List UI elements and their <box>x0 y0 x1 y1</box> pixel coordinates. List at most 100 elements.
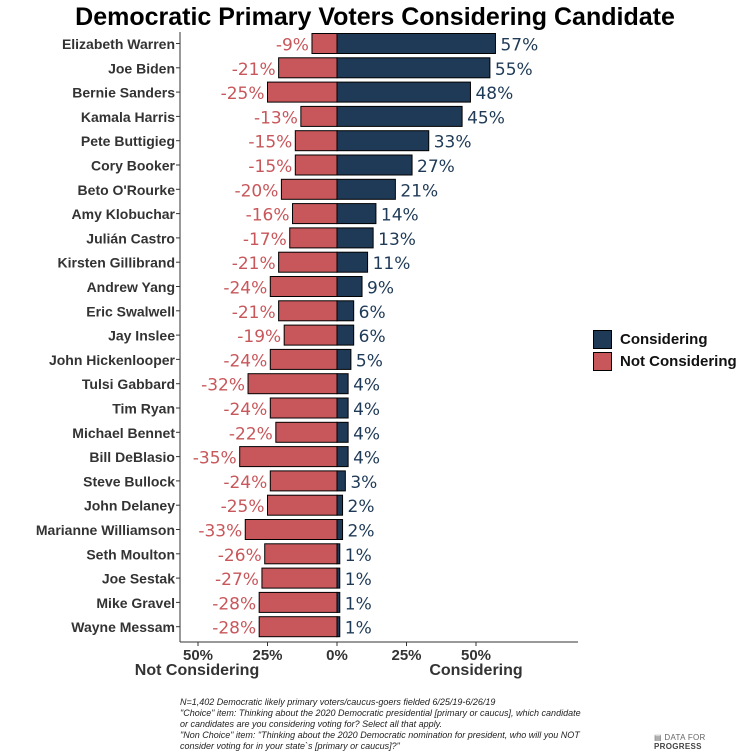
data-label-not-considering: -13% <box>254 108 298 128</box>
data-label-considering: 2% <box>348 497 375 517</box>
data-label-considering: 14% <box>381 206 419 226</box>
data-label-considering: 4% <box>353 449 380 469</box>
note-line: N=1,402 Democratic likely primary voters… <box>180 697 496 707</box>
data-label-considering: 4% <box>353 424 380 444</box>
x-tick-label: 50% <box>461 647 491 664</box>
data-label-not-considering: -25% <box>221 84 265 104</box>
bar-considering <box>336 300 355 322</box>
brand-prefix: DATA FOR <box>664 733 706 742</box>
data-label-not-considering: -32% <box>201 376 245 396</box>
bars-layer <box>239 33 496 638</box>
brand-logo: ▤ DATA FOR PROGRESS <box>654 733 750 751</box>
x-axis-title-considering: Considering <box>429 662 522 679</box>
data-label-considering: 3% <box>350 473 377 493</box>
candidate-label: Julián Castro <box>86 230 175 246</box>
bar-not-considering <box>239 446 338 468</box>
data-label-not-considering: -9% <box>276 36 309 56</box>
data-label-considering: 4% <box>353 376 380 396</box>
data-label-not-considering: -21% <box>232 254 276 274</box>
bar-considering <box>336 251 369 273</box>
note-line: consider voting for in your state`s [pri… <box>180 741 400 751</box>
candidate-label: John Hickenlooper <box>49 352 176 368</box>
x-tick-label: 25% <box>252 647 282 664</box>
x-tick-label: 0% <box>326 647 348 664</box>
bar-not-considering <box>258 616 338 638</box>
data-label-considering: 11% <box>373 254 411 274</box>
legend-item-considering: Considering <box>593 328 737 350</box>
bar-not-considering <box>289 227 338 249</box>
data-label-not-considering: -22% <box>229 424 273 444</box>
candidate-label: Joe Biden <box>108 60 175 76</box>
legend-label-considering: Considering <box>620 330 708 348</box>
x-tick-label: 25% <box>391 647 421 664</box>
data-label-not-considering: -35% <box>193 449 237 469</box>
data-label-not-considering: -20% <box>234 181 278 201</box>
bar-considering <box>336 470 346 492</box>
bar-chart-icon: ▤ <box>654 733 662 742</box>
data-label-not-considering: -17% <box>243 230 287 250</box>
bar-considering <box>336 567 341 589</box>
bar-considering <box>336 616 341 638</box>
legend-swatch-not-considering <box>593 351 612 371</box>
bar-considering <box>336 348 352 370</box>
bar-considering <box>336 591 341 613</box>
candidate-label: Amy Klobuchar <box>72 206 176 222</box>
bar-considering <box>336 373 349 395</box>
brand-name: PROGRESS <box>654 742 702 751</box>
data-label-not-considering: -16% <box>246 206 290 226</box>
data-label-considering: 2% <box>348 522 375 542</box>
bar-considering <box>336 397 349 419</box>
bar-not-considering <box>294 130 338 152</box>
data-label-considering: 6% <box>359 327 386 347</box>
candidate-label: Bill DeBlasio <box>89 449 175 465</box>
bar-considering <box>336 178 396 200</box>
candidate-label: Eric Swalwell <box>86 303 175 319</box>
data-label-considering: 13% <box>378 230 416 250</box>
bar-not-considering <box>261 567 338 589</box>
bar-not-considering <box>292 203 338 225</box>
bar-not-considering <box>294 154 338 176</box>
data-label-considering: 55% <box>495 60 533 80</box>
bar-considering <box>336 154 413 176</box>
chart-title: Democratic Primary Voters Considering Ca… <box>75 3 675 31</box>
candidate-label: Elizabeth Warren <box>62 36 175 52</box>
legend-label-not-considering: Not Considering <box>620 352 737 370</box>
candidate-label: Marianne Williamson <box>36 522 175 538</box>
data-label-not-considering: -24% <box>223 400 267 420</box>
bar-not-considering <box>267 494 338 516</box>
candidate-label: Steve Bullock <box>83 473 175 489</box>
note-line: "Non Choice" item: "Thinking about the 2… <box>180 730 580 740</box>
note-line: "Choice" item: Thinking about the 2020 D… <box>180 708 581 718</box>
legend: Considering Not Considering <box>593 328 737 372</box>
data-label-not-considering: -24% <box>223 279 267 299</box>
bar-considering <box>336 57 491 79</box>
data-label-not-considering: -15% <box>248 133 292 153</box>
candidate-label: Jay Inslee <box>108 328 175 344</box>
data-label-not-considering: -27% <box>215 570 259 590</box>
bar-considering <box>336 421 349 443</box>
data-label-considering: 21% <box>400 181 438 201</box>
data-label-considering: 5% <box>356 351 383 371</box>
data-label-considering: 9% <box>367 279 394 299</box>
labels-layer: Elizabeth Warren -9% 57% Joe Biden -21% 55% Be… <box>36 36 538 680</box>
legend-item-not-considering: Not Considering <box>593 350 737 372</box>
data-label-considering: 1% <box>345 619 372 639</box>
bar-considering <box>336 227 374 249</box>
bar-not-considering <box>269 397 338 419</box>
data-label-considering: 1% <box>345 570 372 590</box>
bar-not-considering <box>278 300 338 322</box>
bar-not-considering <box>300 105 338 127</box>
methodology-note: N=1,402 Democratic likely primary voters… <box>180 697 600 752</box>
note-line: or candidates are you considering voting… <box>180 719 442 729</box>
diverging-bar-chart: Elizabeth Warren -9% 57% Joe Biden -21% 55% Be… <box>36 32 578 680</box>
data-label-not-considering: -26% <box>218 546 262 566</box>
bar-not-considering <box>275 421 338 443</box>
x-axis-title-not-considering: Not Considering <box>135 662 259 679</box>
candidate-label: Michael Bennet <box>72 425 175 441</box>
bar-considering <box>336 543 341 565</box>
bar-considering <box>336 519 344 540</box>
data-label-not-considering: -24% <box>223 473 267 493</box>
data-label-not-considering: -19% <box>237 327 281 347</box>
data-label-not-considering: -21% <box>232 60 276 80</box>
bar-not-considering <box>280 178 338 200</box>
